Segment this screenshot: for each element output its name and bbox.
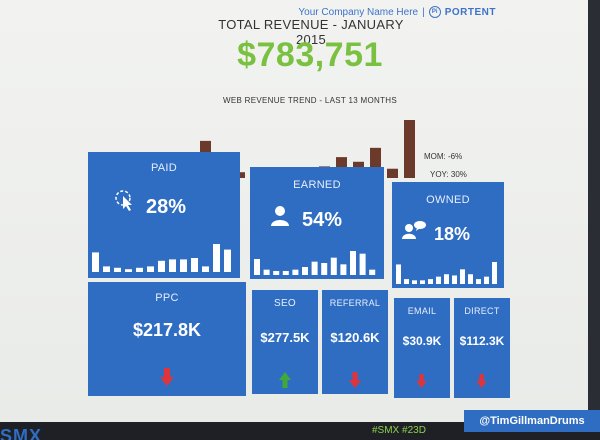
event-footer-bar bbox=[0, 422, 600, 440]
owned-mini-chart bbox=[396, 262, 497, 284]
paid-mini-chart bbox=[92, 244, 231, 272]
earned-bar-8 bbox=[321, 263, 328, 275]
owned-bar-13 bbox=[492, 262, 497, 284]
owned-bar-7 bbox=[444, 274, 449, 284]
earned-bar-13 bbox=[369, 269, 376, 275]
trend-bar-13 bbox=[404, 120, 415, 178]
tile-email-label: EMAIL bbox=[407, 306, 437, 316]
brand-separator: | bbox=[422, 6, 425, 18]
earned-bar-1 bbox=[254, 259, 260, 275]
owned-bar-3 bbox=[412, 280, 417, 284]
trend-bar-11 bbox=[370, 147, 381, 178]
brand-header: Your Company Name Here | Pi PORTENT bbox=[298, 6, 496, 18]
arrow-down-icon bbox=[349, 372, 361, 388]
smx-logo: SMX bbox=[0, 426, 43, 440]
earned-bar-9 bbox=[330, 257, 337, 275]
paid-bar-8 bbox=[169, 259, 176, 272]
tile-paid: PAID 28% bbox=[88, 152, 240, 278]
company-name: Your Company Name Here bbox=[298, 6, 419, 18]
paid-bar-3 bbox=[114, 267, 121, 272]
portent-wordmark: PORTENT bbox=[444, 6, 496, 18]
paid-bar-7 bbox=[158, 260, 165, 272]
earned-mini-chart bbox=[254, 251, 376, 275]
user-chat-icon bbox=[402, 221, 426, 239]
paid-bar-12 bbox=[213, 244, 220, 272]
tile-owned: OWNED 18% bbox=[392, 182, 504, 288]
tile-owned-value: 18% bbox=[434, 224, 471, 244]
paid-bar-1 bbox=[92, 252, 99, 272]
tile-ppc: PPC $217.8K bbox=[88, 282, 246, 396]
paid-bar-11 bbox=[202, 266, 209, 272]
arrow-down-icon bbox=[160, 368, 174, 386]
tile-referral-value: $120.6K bbox=[330, 330, 380, 345]
paid-bar-2 bbox=[103, 266, 110, 272]
tile-email-value: $30.9K bbox=[402, 334, 442, 348]
owned-bar-1 bbox=[396, 264, 401, 284]
tile-earned: EARNED 54% bbox=[250, 167, 384, 279]
earned-bar-4 bbox=[282, 271, 289, 275]
earned-bar-3 bbox=[273, 271, 280, 275]
paid-bar-13 bbox=[224, 249, 231, 272]
page-title: TOTAL REVENUE - JANUARY 2015 bbox=[218, 17, 404, 47]
tile-direct-label: DIRECT bbox=[464, 306, 500, 316]
arrow-up-icon bbox=[279, 372, 291, 388]
tile-seo-label: SEO bbox=[273, 298, 297, 309]
trend-bar-12 bbox=[387, 168, 398, 178]
tile-referral: REFERRAL $120.6K bbox=[322, 290, 388, 394]
paid-bar-5 bbox=[136, 267, 143, 272]
event-hashtag: #SMX #23D bbox=[372, 425, 426, 436]
tile-referral-label: REFERRAL bbox=[329, 298, 381, 308]
owned-bar-12 bbox=[484, 276, 489, 284]
total-revenue-value: $783,751 bbox=[237, 36, 383, 74]
arrow-down-icon bbox=[476, 374, 487, 388]
tile-direct-value: $112.3K bbox=[459, 334, 505, 348]
tile-seo: SEO $277.5K bbox=[252, 290, 318, 394]
earned-bar-12 bbox=[359, 253, 366, 275]
portent-logo-icon: Pi bbox=[428, 6, 441, 18]
paid-bar-6 bbox=[147, 266, 154, 272]
earned-bar-7 bbox=[311, 261, 318, 275]
person-icon bbox=[271, 206, 289, 226]
arrow-down-icon bbox=[416, 374, 427, 388]
mom-stat: MOM: -6% bbox=[424, 152, 463, 161]
earned-bar-10 bbox=[340, 264, 347, 275]
tile-email: EMAIL $30.9K bbox=[394, 298, 450, 398]
tile-earned-value: 54% bbox=[302, 209, 343, 231]
earned-bar-11 bbox=[350, 251, 356, 275]
earned-bar-2 bbox=[263, 269, 270, 275]
presentation-slide: Your Company Name Here | Pi PORTENT TOTA… bbox=[0, 0, 588, 422]
tile-direct: DIRECT $112.3K bbox=[454, 298, 510, 398]
paid-bar-10 bbox=[191, 258, 198, 272]
tile-owned-label: OWNED bbox=[426, 194, 470, 206]
paid-bar-9 bbox=[180, 259, 187, 272]
owned-bar-4 bbox=[420, 280, 425, 284]
owned-bar-11 bbox=[476, 279, 481, 284]
cursor-click-icon bbox=[115, 190, 132, 211]
earned-bar-5 bbox=[292, 269, 299, 275]
tile-earned-label: EARNED bbox=[293, 179, 341, 191]
tile-paid-value: 28% bbox=[146, 196, 187, 218]
yoy-stat: YOY: 30% bbox=[430, 170, 467, 179]
trend-chart-label: WEB REVENUE TREND - LAST 13 MONTHS bbox=[223, 96, 397, 105]
paid-bar-4 bbox=[125, 269, 132, 272]
owned-bar-2 bbox=[404, 279, 409, 284]
tile-ppc-value: $217.8K bbox=[132, 320, 202, 340]
tile-ppc-label: PPC bbox=[155, 292, 179, 304]
tile-seo-value: $277.5K bbox=[260, 330, 310, 345]
owned-bar-8 bbox=[452, 275, 457, 284]
owned-bar-9 bbox=[460, 269, 465, 284]
owned-bar-10 bbox=[468, 274, 473, 284]
owned-bar-6 bbox=[436, 276, 441, 284]
owned-bar-5 bbox=[428, 279, 433, 284]
tile-paid-label: PAID bbox=[150, 162, 178, 174]
earned-bar-6 bbox=[302, 267, 308, 275]
twitter-handle: @TimGillmanDrums bbox=[464, 410, 600, 432]
